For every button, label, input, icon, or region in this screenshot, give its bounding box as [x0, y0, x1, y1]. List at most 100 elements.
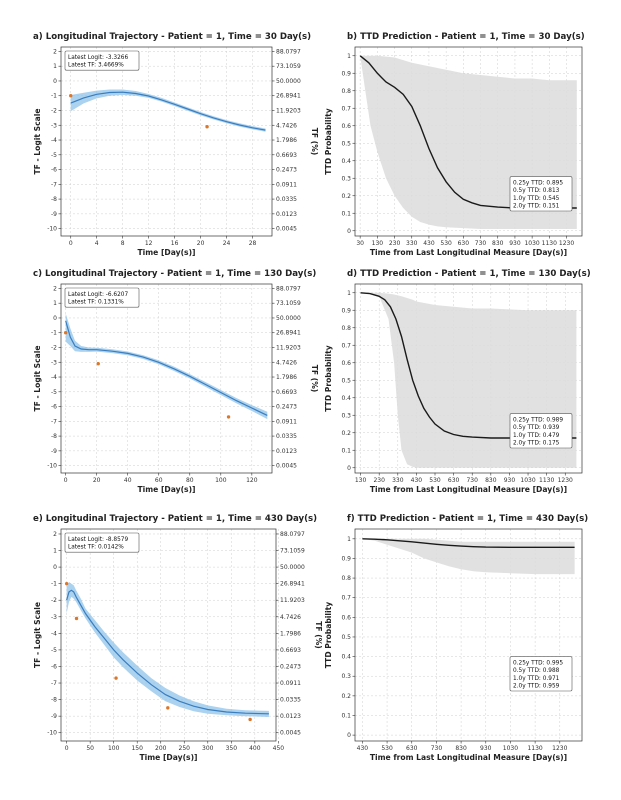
y-axis-label: TF - Logit Scale — [33, 345, 42, 411]
y2-tick-label: 73.1059 — [276, 63, 301, 70]
x-tick-label: 200 — [155, 745, 167, 752]
data-point — [64, 581, 69, 586]
y2-tick-label: 0.0045 — [276, 463, 297, 470]
y2-tick-label: 0.0335 — [276, 196, 297, 203]
x-tick-label: 230 — [373, 477, 385, 484]
grid — [61, 47, 272, 236]
panel-f: 430 530 630 730 830 930 1030 1130 1230 0 0.1 0.2 0.3… — [324, 514, 588, 762]
y2-tick-label: 1.7986 — [276, 137, 297, 144]
x-tick-label: 12 — [145, 240, 153, 247]
y-tick-label: 0.9 — [341, 70, 351, 77]
y-tick-label: 0.7 — [341, 595, 351, 602]
annotation-frame — [64, 287, 140, 308]
y2-axis-label: TF (%) — [310, 365, 319, 393]
x-tick-label: 120 — [246, 477, 258, 484]
y-tick-label: -2 — [51, 344, 57, 351]
x-tick-label: 630 — [458, 240, 470, 247]
x-tick-label: 30 — [356, 240, 364, 247]
annotation-line: 1.0y TTD: 0.479 — [513, 433, 560, 439]
y-tick-label: 0 — [347, 465, 351, 472]
axes-frame — [60, 528, 277, 742]
y2-tick-label: 0.2473 — [280, 663, 301, 670]
x-tick-label: 430 — [423, 240, 435, 247]
x-tick-label: 250 — [179, 745, 191, 752]
y-tick-label: -6 — [51, 663, 57, 670]
x-tick-label: 28 — [249, 240, 257, 247]
y2-tick-label: 26.8941 — [276, 330, 301, 337]
y-tick-label: 2 — [53, 48, 57, 55]
annotation-frame — [64, 50, 140, 71]
y-tick-label: 0.4 — [341, 654, 351, 661]
chart-title: d) TTD Prediction - Patient = 1, Time = … — [347, 269, 591, 279]
y-tick-label: -9 — [51, 713, 57, 720]
axes-frame — [60, 283, 273, 474]
x-tick-label: 1230 — [558, 477, 573, 484]
annotation-line: Latest TF: 0.1331% — [68, 300, 124, 306]
y-tick-label: 0.9 — [341, 307, 351, 314]
y-tick-label: 0 — [53, 315, 57, 322]
y-tick-label: -8 — [51, 433, 57, 440]
x-tick-label: 400 — [249, 745, 261, 752]
y-axis-label: TF - Logit Scale — [33, 108, 42, 174]
x-tick-label: 24 — [223, 240, 231, 247]
y2-tick-label: 0.0335 — [276, 433, 297, 440]
x-axis-label: Time [Day(s)] — [137, 485, 195, 494]
data-point — [166, 706, 170, 710]
chart-title: a) Longitudinal Trajectory - Patient = 1… — [33, 32, 311, 42]
y2-tick-label: 1.7986 — [280, 630, 301, 637]
y-tick-label: 0.8 — [341, 88, 351, 95]
y2-tick-label: 50.0000 — [276, 78, 301, 85]
y-tick-label: -10 — [47, 226, 57, 233]
y-tick-label: -8 — [51, 697, 57, 704]
x-tick-label: 150 — [131, 745, 143, 752]
y2-tick-label: 73.1059 — [280, 548, 305, 555]
x-tick-label: 100 — [108, 745, 120, 752]
x-tick-label: 1130 — [527, 745, 542, 752]
x-tick-label: 1030 — [524, 240, 539, 247]
data-point — [74, 616, 79, 621]
panel-d: 130 230 330 430 530 630 730 830 930 1030 1130 1230 0… — [324, 269, 591, 494]
x-tick-label: 830 — [485, 477, 497, 484]
x-tick-label: 0 — [65, 745, 69, 752]
y-tick-label: 0.6 — [341, 360, 351, 367]
y-tick-label: 0.4 — [341, 395, 351, 402]
y-tick-label: -5 — [51, 152, 57, 159]
y2-tick-label: 0.0045 — [276, 226, 297, 233]
annotation-line: 0.25y TTD: 0.989 — [513, 418, 563, 424]
y-tick-label: 0.2 — [341, 430, 351, 437]
y-tick-label: 0.3 — [341, 175, 351, 182]
x-tick-label: 630 — [406, 745, 418, 752]
x-tick-label: 0 — [69, 240, 73, 247]
credible-band — [65, 313, 268, 420]
x-tick-label: 830 — [492, 240, 504, 247]
x-tick-label: 430 — [411, 477, 423, 484]
y-tick-label: -7 — [51, 181, 57, 188]
y-tick-label: -3 — [51, 359, 57, 366]
annotation-line: 2.0y TTD: 0.175 — [513, 440, 560, 446]
y-tick-label: -7 — [51, 680, 57, 687]
x-tick-label: 130 — [372, 240, 384, 247]
y2-tick-label: 11.9203 — [280, 597, 305, 604]
y-tick-label: 1 — [53, 63, 57, 70]
y2-tick-label: 0.6693 — [276, 152, 297, 159]
ttd-curve — [362, 538, 575, 548]
y-tick-label: -9 — [51, 448, 57, 455]
annotation-box: Latest Logit: -3.3266 Latest TF: 3.4669% — [64, 50, 140, 71]
annotation-frame — [509, 656, 573, 692]
y-tick-label: -8 — [51, 196, 57, 203]
y-tick-label: 1 — [347, 536, 351, 543]
x-tick-label: 20 — [197, 240, 205, 247]
y-tick-label: 2 — [53, 285, 57, 292]
y-tick-label: 0.9 — [341, 555, 351, 562]
x-tick-label: 530 — [381, 745, 393, 752]
y-tick-label: 0.1 — [341, 210, 351, 217]
annotation-line: 0.5y TTD: 0.988 — [513, 668, 560, 674]
annotation-line: Latest TF: 0.0142% — [68, 545, 124, 551]
x-tick-label: 930 — [480, 745, 492, 752]
x-tick-label: 530 — [429, 477, 441, 484]
annotation-line: Latest TF: 3.4669% — [68, 63, 124, 69]
annotation-line: 0.5y TTD: 0.813 — [513, 188, 560, 194]
y-tick-label: 0.3 — [341, 673, 351, 680]
